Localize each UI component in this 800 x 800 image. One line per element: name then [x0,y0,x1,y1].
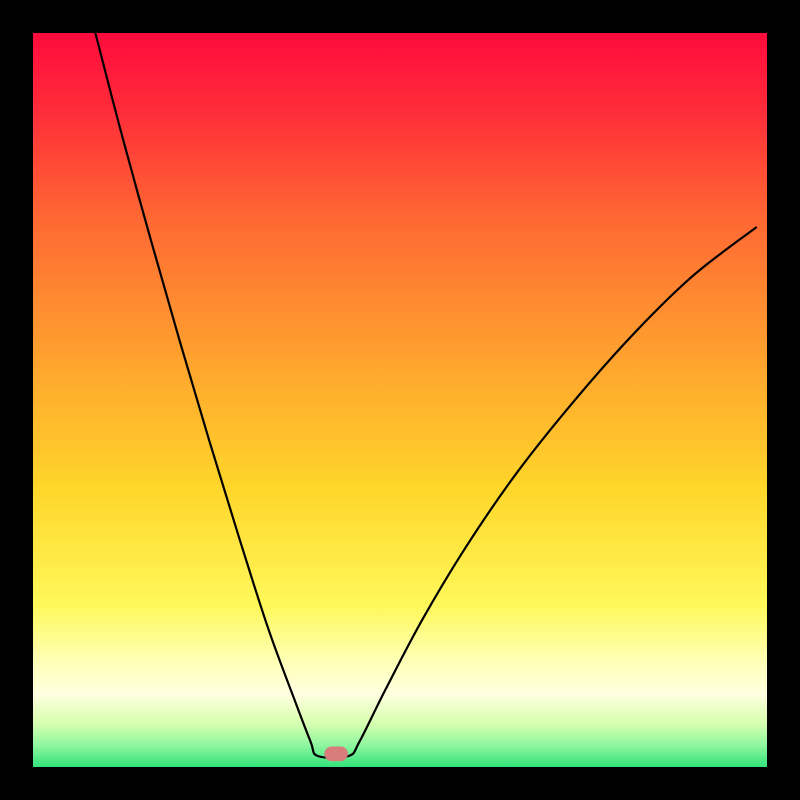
chart-svg [0,0,800,800]
plot-border [0,0,800,800]
gradient-background [33,33,767,767]
bottleneck-curve [95,33,756,758]
chart-canvas: TheBottleneck.com [0,0,800,800]
watermark-text: TheBottleneck.com [596,6,788,32]
optimum-marker [324,746,347,761]
